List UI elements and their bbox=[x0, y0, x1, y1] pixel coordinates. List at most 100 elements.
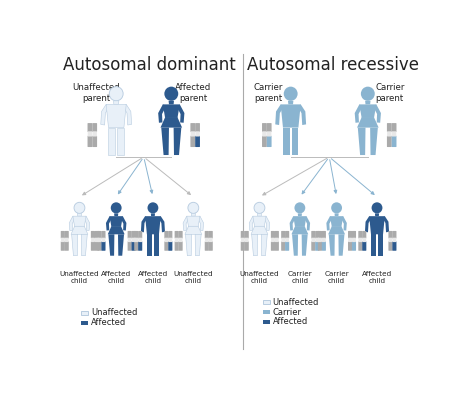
FancyBboxPatch shape bbox=[132, 238, 136, 242]
FancyBboxPatch shape bbox=[164, 238, 168, 242]
Polygon shape bbox=[338, 234, 345, 256]
FancyBboxPatch shape bbox=[91, 238, 95, 242]
FancyBboxPatch shape bbox=[275, 241, 279, 251]
Text: Carrier
parent: Carrier parent bbox=[254, 83, 283, 103]
FancyBboxPatch shape bbox=[285, 238, 289, 242]
FancyBboxPatch shape bbox=[64, 231, 69, 239]
Polygon shape bbox=[84, 216, 90, 231]
Text: Affected
child: Affected child bbox=[362, 271, 392, 284]
FancyBboxPatch shape bbox=[315, 231, 319, 239]
FancyBboxPatch shape bbox=[168, 231, 173, 239]
Polygon shape bbox=[281, 105, 301, 128]
FancyBboxPatch shape bbox=[352, 231, 356, 239]
Polygon shape bbox=[151, 213, 155, 216]
FancyBboxPatch shape bbox=[205, 231, 209, 239]
FancyBboxPatch shape bbox=[98, 231, 101, 239]
Polygon shape bbox=[293, 216, 307, 227]
FancyBboxPatch shape bbox=[392, 136, 396, 147]
Polygon shape bbox=[249, 216, 255, 231]
Ellipse shape bbox=[294, 202, 305, 213]
FancyBboxPatch shape bbox=[128, 231, 132, 239]
FancyBboxPatch shape bbox=[392, 238, 396, 242]
Polygon shape bbox=[292, 226, 308, 234]
Ellipse shape bbox=[188, 202, 199, 213]
FancyBboxPatch shape bbox=[88, 131, 92, 136]
Polygon shape bbox=[69, 216, 75, 231]
Polygon shape bbox=[370, 128, 378, 155]
Text: Carrier
child: Carrier child bbox=[324, 271, 349, 284]
Polygon shape bbox=[185, 226, 202, 234]
FancyBboxPatch shape bbox=[95, 241, 99, 251]
FancyBboxPatch shape bbox=[65, 238, 69, 242]
Polygon shape bbox=[147, 234, 152, 256]
Ellipse shape bbox=[372, 202, 383, 213]
FancyBboxPatch shape bbox=[392, 123, 396, 132]
FancyBboxPatch shape bbox=[191, 123, 195, 132]
Polygon shape bbox=[106, 216, 112, 231]
Polygon shape bbox=[145, 216, 161, 234]
FancyBboxPatch shape bbox=[82, 320, 88, 325]
FancyBboxPatch shape bbox=[285, 231, 289, 239]
Polygon shape bbox=[118, 128, 124, 155]
Text: Carrier
child: Carrier child bbox=[288, 271, 312, 284]
Polygon shape bbox=[359, 105, 376, 118]
FancyBboxPatch shape bbox=[164, 241, 168, 251]
FancyBboxPatch shape bbox=[352, 241, 356, 251]
FancyBboxPatch shape bbox=[191, 136, 195, 147]
FancyBboxPatch shape bbox=[92, 131, 97, 136]
Ellipse shape bbox=[331, 202, 342, 213]
FancyBboxPatch shape bbox=[241, 241, 245, 251]
FancyBboxPatch shape bbox=[138, 238, 142, 242]
FancyBboxPatch shape bbox=[348, 238, 352, 242]
FancyBboxPatch shape bbox=[388, 231, 392, 239]
FancyBboxPatch shape bbox=[348, 241, 352, 251]
Polygon shape bbox=[118, 234, 124, 256]
Polygon shape bbox=[298, 213, 302, 216]
FancyBboxPatch shape bbox=[179, 231, 182, 239]
FancyBboxPatch shape bbox=[91, 231, 95, 239]
Text: Autosomal dominant: Autosomal dominant bbox=[63, 55, 236, 73]
Polygon shape bbox=[371, 234, 376, 256]
Polygon shape bbox=[195, 234, 201, 256]
Text: Unaffected: Unaffected bbox=[91, 308, 137, 318]
Polygon shape bbox=[288, 101, 293, 105]
FancyBboxPatch shape bbox=[318, 231, 322, 239]
FancyBboxPatch shape bbox=[98, 241, 101, 251]
FancyBboxPatch shape bbox=[322, 231, 326, 239]
FancyBboxPatch shape bbox=[131, 231, 136, 239]
Polygon shape bbox=[114, 213, 118, 216]
FancyBboxPatch shape bbox=[363, 238, 366, 242]
FancyBboxPatch shape bbox=[101, 241, 106, 251]
Polygon shape bbox=[109, 128, 115, 155]
Text: Affected: Affected bbox=[91, 318, 126, 327]
Polygon shape bbox=[365, 216, 372, 232]
FancyBboxPatch shape bbox=[311, 238, 315, 242]
Ellipse shape bbox=[284, 87, 298, 101]
Ellipse shape bbox=[109, 87, 123, 101]
Text: Carrier
parent: Carrier parent bbox=[375, 83, 404, 103]
Text: Carrier: Carrier bbox=[273, 308, 301, 316]
Polygon shape bbox=[275, 105, 284, 125]
FancyBboxPatch shape bbox=[61, 241, 65, 251]
Polygon shape bbox=[161, 128, 169, 155]
Text: Affected
child: Affected child bbox=[101, 271, 131, 284]
FancyBboxPatch shape bbox=[241, 231, 245, 239]
FancyBboxPatch shape bbox=[262, 123, 267, 132]
Polygon shape bbox=[290, 216, 296, 231]
FancyBboxPatch shape bbox=[285, 241, 289, 251]
Polygon shape bbox=[298, 105, 306, 125]
FancyBboxPatch shape bbox=[387, 136, 392, 147]
Polygon shape bbox=[109, 216, 123, 227]
FancyBboxPatch shape bbox=[195, 123, 200, 132]
FancyBboxPatch shape bbox=[209, 238, 213, 242]
Polygon shape bbox=[81, 234, 87, 256]
Ellipse shape bbox=[147, 202, 158, 213]
FancyBboxPatch shape bbox=[315, 241, 319, 251]
FancyBboxPatch shape bbox=[322, 241, 326, 251]
Ellipse shape bbox=[111, 202, 122, 213]
FancyBboxPatch shape bbox=[179, 238, 182, 242]
Polygon shape bbox=[292, 128, 299, 155]
Polygon shape bbox=[109, 234, 114, 256]
FancyBboxPatch shape bbox=[318, 238, 322, 242]
Text: Affected
parent: Affected parent bbox=[175, 83, 211, 103]
